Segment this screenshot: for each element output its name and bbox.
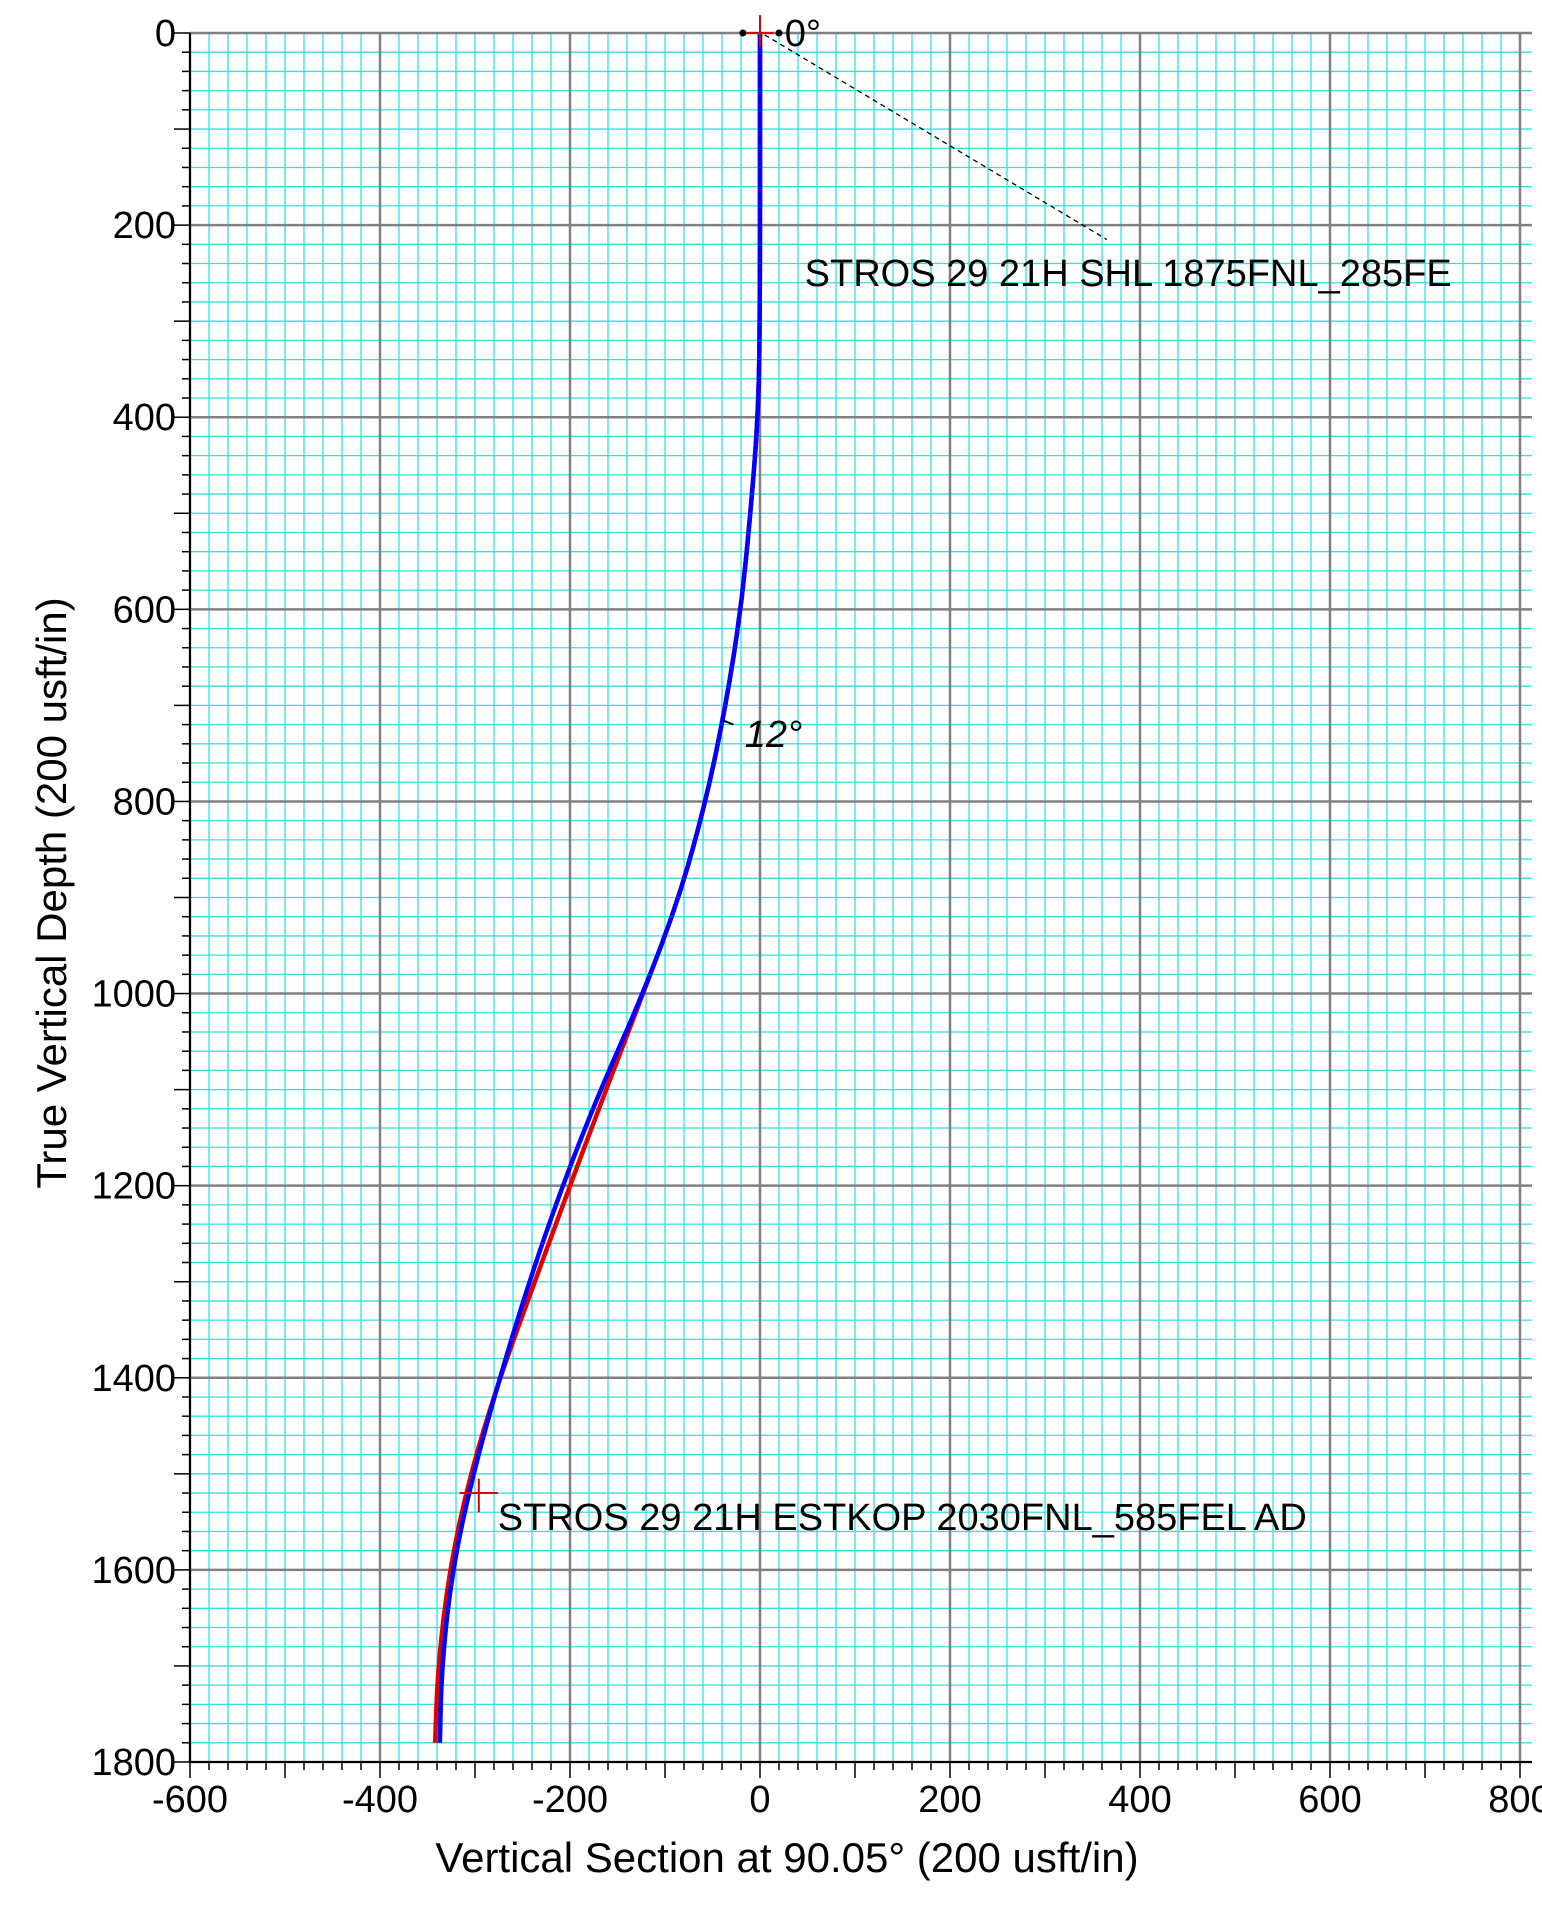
annotation-label: STROS 29 21H SHL 1875FNL_285FE bbox=[805, 253, 1452, 295]
major-grid bbox=[188, 31, 1532, 1764]
x-tick-label: -200 bbox=[532, 1779, 608, 1821]
y-tick-label: 0 bbox=[155, 13, 176, 55]
inclination-tick bbox=[723, 719, 734, 726]
series-line-1 bbox=[437, 32, 763, 1743]
y-tick-label: 600 bbox=[113, 589, 176, 631]
annotation-label: 12° bbox=[745, 714, 802, 756]
y-tick-label: 1600 bbox=[91, 1550, 176, 1592]
x-tick-labels: -600 -400 -200 0 200 400 600 800 bbox=[152, 1779, 1542, 1821]
surface-dot bbox=[739, 29, 747, 37]
annotation-label: STROS 29 21H ESTKOP 2030FNL_585FEL AD bbox=[498, 1497, 1307, 1539]
x-tick-label: 400 bbox=[1108, 1779, 1171, 1821]
x-tick-label: 200 bbox=[918, 1779, 981, 1821]
y-tick-label: 1800 bbox=[91, 1742, 176, 1784]
y-tick-label: 200 bbox=[113, 205, 176, 247]
leader-line bbox=[764, 34, 1108, 241]
y-tick-label: 1400 bbox=[91, 1358, 176, 1400]
x-tick-label: -600 bbox=[152, 1779, 228, 1821]
y-axis-title: True Vertical Depth (200 usft/in) bbox=[28, 597, 75, 1188]
x-tick-label: 600 bbox=[1298, 1779, 1361, 1821]
series-lines bbox=[432, 32, 763, 1743]
y-tick-labels: 0 200 400 600 800 1000 1200 1400 1600 1800 bbox=[91, 13, 176, 1784]
x-axis-title: Vertical Section at 90.05° (200 usft/in) bbox=[435, 1834, 1138, 1881]
series-line-0 bbox=[432, 32, 763, 1743]
minor-grid bbox=[189, 32, 1532, 1763]
x-tick-label: 0 bbox=[749, 1779, 770, 1821]
annotations: 0° 12° STROS 29 21H SHL 1875FNL_285FE STROS… bbox=[459, 13, 1452, 1539]
y-tick-label: 400 bbox=[113, 397, 176, 439]
x-tick-label: 800 bbox=[1488, 1779, 1542, 1821]
surface-dot bbox=[775, 29, 783, 37]
y-tick-label: 1200 bbox=[91, 1166, 176, 1208]
annotation-label: 0° bbox=[785, 13, 821, 55]
axes bbox=[174, 32, 1532, 1778]
x-tick-label: -400 bbox=[342, 1779, 418, 1821]
y-tick-label: 800 bbox=[113, 781, 176, 823]
y-tick-label: 1000 bbox=[91, 974, 176, 1016]
